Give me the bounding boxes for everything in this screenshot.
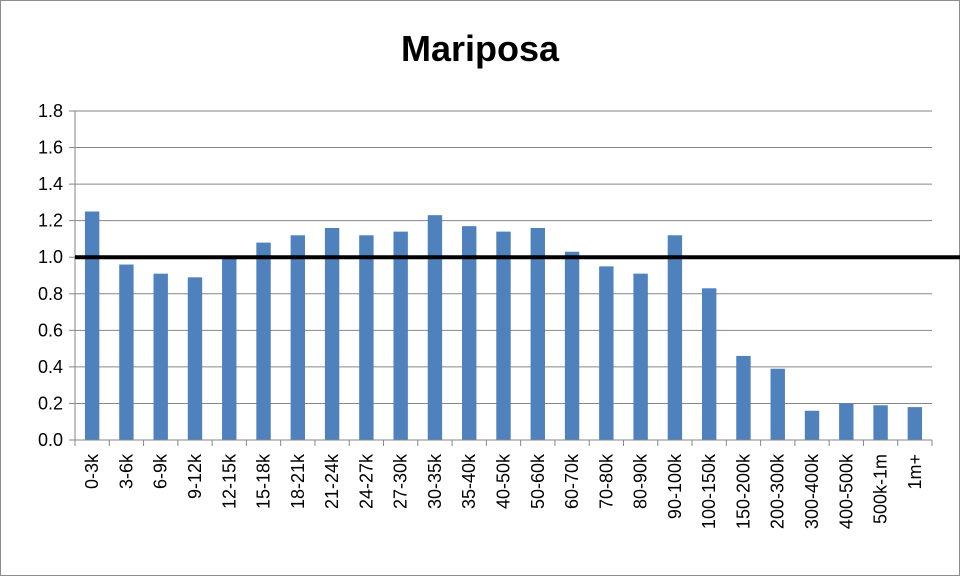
x-tick-label: 150-200k [733, 453, 753, 529]
bar [564, 251, 580, 440]
y-tick-label: 0.4 [38, 357, 63, 377]
bar [839, 403, 854, 440]
bar [256, 242, 271, 440]
y-tick-label: 1.2 [38, 211, 63, 231]
bar [633, 273, 648, 440]
x-tick-label: 12-15k [219, 453, 239, 509]
x-tick-label: 6-9k [151, 453, 171, 489]
bar [359, 235, 374, 440]
x-tick-label: 3-6k [116, 453, 136, 489]
x-tick-label: 9-12k [185, 453, 205, 499]
bar [907, 407, 923, 440]
bar [770, 368, 785, 440]
bar [804, 410, 820, 440]
y-tick-label: 1.0 [38, 247, 63, 267]
x-tick-label: 24-27k [356, 453, 376, 509]
bar [119, 264, 134, 440]
bar [222, 257, 237, 440]
bar [667, 235, 683, 440]
bar [187, 277, 203, 440]
x-tick-label: 35-40k [459, 453, 479, 509]
x-tick-label: 21-24k [322, 453, 342, 509]
y-tick-label: 1.4 [38, 174, 63, 194]
chart-title: Mariposa [400, 28, 560, 69]
bar [599, 266, 614, 440]
bar [153, 273, 168, 440]
bar [736, 355, 751, 440]
x-axis: 0-3k 3-6k 6-9k 9-12k 12-15k 15-18k 18-21k 21-24… [74, 439, 933, 529]
y-tick-label: 0.6 [38, 320, 63, 340]
bars [84, 211, 923, 440]
x-tick-label: 100-150k [699, 453, 719, 529]
x-tick-label: 15-18k [254, 453, 274, 509]
bar [530, 227, 545, 440]
bar [873, 405, 888, 440]
bar [701, 288, 717, 440]
x-tick-label: 400-500k [836, 453, 856, 529]
bar [84, 211, 100, 440]
x-tick-label: 90-100k [665, 453, 685, 519]
x-tick-label: 1m+ [905, 454, 925, 490]
bar [462, 226, 477, 440]
y-tick-label: 0.2 [38, 393, 63, 413]
x-tick-label: 0-3k [82, 453, 102, 489]
y-axis: 0.0 0.2 0.4 0.6 0.8 1.0 1.2 1.4 1.6 1.8 [38, 101, 76, 450]
bar [427, 215, 443, 440]
y-tick-label: 0.0 [38, 430, 63, 450]
x-tick-label: 200-300k [768, 453, 788, 529]
bar [290, 235, 306, 440]
y-tick-label: 1.8 [38, 101, 63, 121]
x-tick-label: 50-60k [528, 453, 548, 509]
x-tick-label: 18-21k [288, 453, 308, 509]
x-tick-label: 40-50k [494, 453, 514, 509]
y-tick-label: 0.8 [38, 284, 63, 304]
bar [496, 231, 511, 440]
x-tick-label: 30-35k [425, 453, 445, 509]
x-tick-label: 70-80k [596, 453, 616, 509]
x-tick-label: 60-70k [562, 453, 582, 509]
y-tick-label: 1.6 [38, 138, 63, 158]
bar [393, 231, 408, 440]
x-tick-label: 27-30k [391, 453, 411, 509]
x-tick-label: 500k-1m [871, 454, 891, 524]
x-tick-label: 80-90k [631, 453, 651, 509]
bar [324, 227, 340, 440]
x-tick-label: 300-400k [802, 453, 822, 529]
